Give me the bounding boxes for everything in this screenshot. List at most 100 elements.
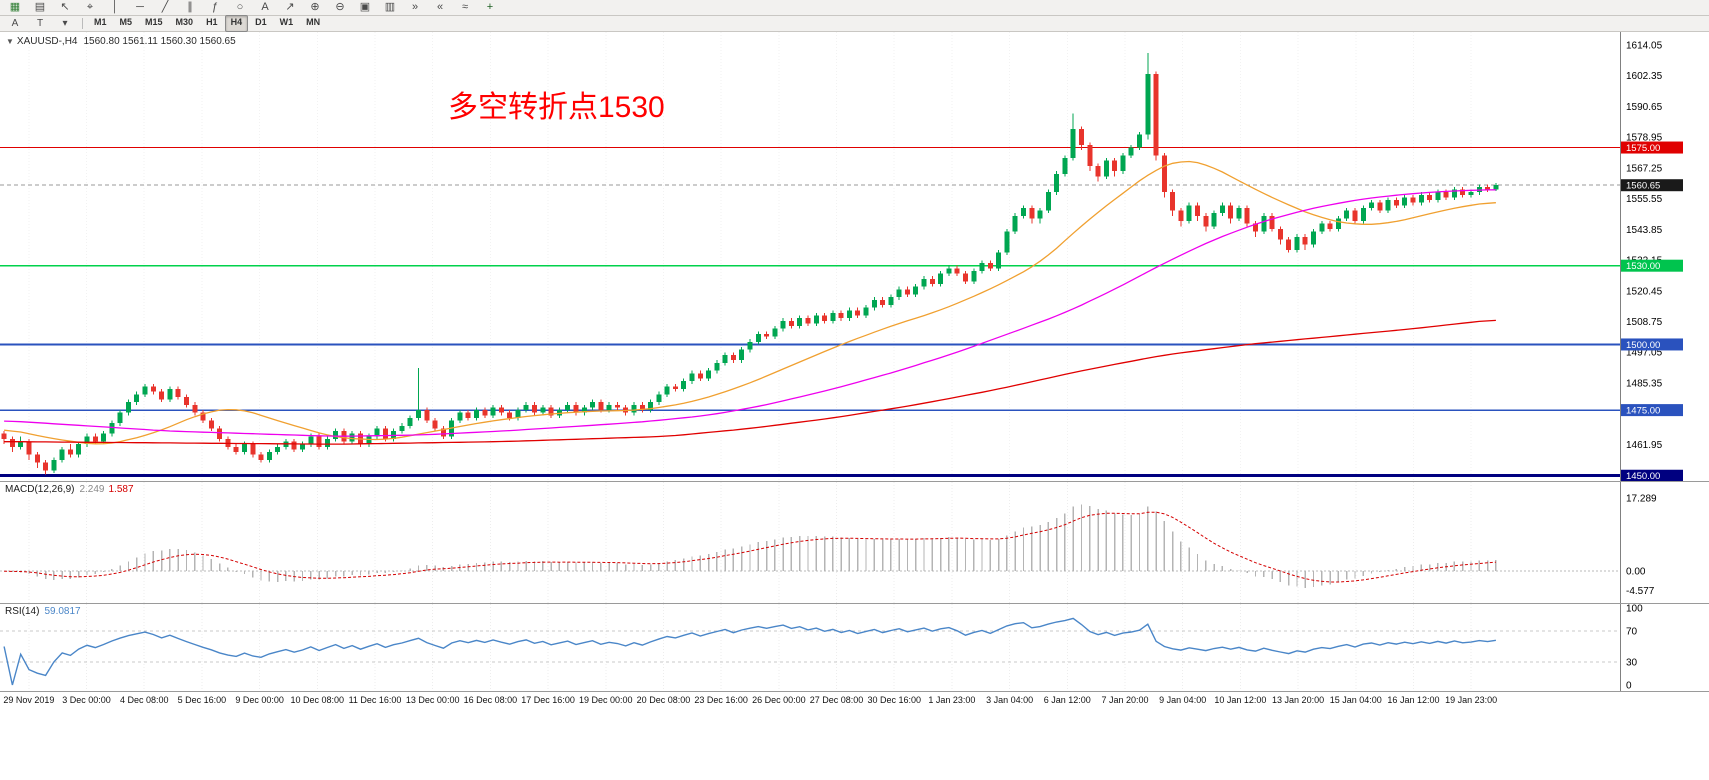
- time-label: 15 Jan 04:00: [1329, 695, 1382, 705]
- zoom-in-icon[interactable]: ⊕: [310, 1, 320, 13]
- zoom-out-icon[interactable]: ⊖: [335, 1, 345, 13]
- toolbar-separator: [82, 18, 83, 29]
- price-badge: [1621, 141, 1683, 154]
- timeframe-h1-button[interactable]: H1: [206, 17, 218, 27]
- price-panel: 1614.05 1602.35 1590.65 1578.95 1567.25 1555.…: [0, 32, 1709, 482]
- rsi-axis-label: 100: [1626, 604, 1643, 615]
- shapes-dropdown[interactable]: ▾: [62, 17, 68, 29]
- tile-windows-icon[interactable]: ▣: [359, 1, 371, 13]
- rsi-gridlines: [28, 604, 1472, 691]
- channel-icon[interactable]: ∥: [187, 1, 193, 13]
- time-label: 3 Dec 00:00: [62, 695, 111, 705]
- time-label: 10 Dec 08:00: [290, 695, 345, 705]
- price-badge-text: 1450.00: [1626, 471, 1660, 481]
- price-axis-label: 1497.05: [1626, 348, 1663, 359]
- rsi-line: [3, 617, 1497, 686]
- rsi-panel: 100 70 30 0 RSI(14) 59.0817: [0, 604, 1709, 692]
- shapes-icon[interactable]: ○: [236, 1, 244, 13]
- time-label: 13 Dec 00:00: [405, 695, 460, 705]
- ma-fast-orange: [4, 160, 1496, 445]
- timeframe-h4-button[interactable]: H4: [224, 15, 249, 32]
- time-label: 17 Dec 16:00: [521, 695, 575, 705]
- indicators-icon[interactable]: ≈: [461, 1, 469, 13]
- profiles-icon[interactable]: ▤: [34, 1, 46, 13]
- ma-slow-red: [4, 319, 1496, 445]
- time-label: 11 Dec 16:00: [348, 695, 402, 705]
- price-chart[interactable]: 1614.05 1602.35 1590.65 1578.95 1567.25 1555.…: [0, 32, 1709, 481]
- candles-layer: [1, 53, 1499, 475]
- time-label: 6 Jan 12:00: [1043, 695, 1091, 705]
- macd-axis-label: -4.577: [1626, 586, 1655, 597]
- price-axis-label: 1461.95: [1626, 440, 1663, 451]
- timeframe-w1-button[interactable]: W1: [279, 17, 294, 27]
- timeframe-m30-button[interactable]: M30: [175, 17, 194, 27]
- vertical-line-icon[interactable]: │: [111, 1, 119, 13]
- macd-histogram: [11, 504, 1497, 588]
- chart-area: 1614.05 1602.35 1590.65 1578.95 1567.25 1555.…: [0, 32, 1709, 780]
- time-label: 7 Jan 20:00: [1101, 695, 1149, 705]
- price-badge: [1621, 179, 1683, 192]
- rsi-chart[interactable]: 100 70 30 0: [0, 604, 1709, 691]
- timeframe-m1-button[interactable]: M1: [94, 17, 107, 27]
- time-label: 30 Dec 16:00: [867, 695, 921, 705]
- price-axis-label: 1508.75: [1626, 317, 1663, 328]
- time-label: 23 Dec 16:00: [694, 695, 748, 705]
- horizontal-line-icon[interactable]: ─: [136, 1, 144, 13]
- arrow-marker-icon[interactable]: ↗: [285, 1, 295, 13]
- time-label: 10 Jan 12:00: [1214, 695, 1267, 705]
- price-badge: [1621, 259, 1683, 272]
- time-label: 29 Nov 2019: [3, 695, 55, 705]
- time-label: 5 Dec 16:00: [177, 695, 227, 705]
- time-label: 4 Dec 08:00: [119, 695, 169, 705]
- price-axis-label: 1543.85: [1626, 225, 1663, 236]
- timeframe-d1-button[interactable]: D1: [255, 17, 267, 27]
- price-badge: [1621, 404, 1683, 417]
- price-axis-label: 1555.55: [1626, 194, 1663, 205]
- new-chart-icon[interactable]: ▦: [9, 1, 21, 13]
- macd-axis-label: 17.289: [1626, 493, 1657, 504]
- timeframe-mn-button[interactable]: MN: [306, 17, 321, 27]
- time-label: 19 Jan 23:00: [1445, 695, 1498, 705]
- price-axis-label: 1614.05: [1626, 40, 1663, 51]
- time-label: 1 Jan 23:00: [928, 695, 976, 705]
- time-label: 20 Dec 08:00: [636, 695, 691, 705]
- macd-axis-label: 0.00: [1626, 567, 1646, 578]
- bottom-spacer: [0, 712, 1709, 780]
- crosshair-icon[interactable]: ⌖: [86, 1, 94, 13]
- macd-chart[interactable]: 17.289 0.00 -4.577: [0, 482, 1709, 603]
- timeframe-m5-button[interactable]: M5: [119, 17, 133, 27]
- macd-signal-line: [4, 511, 1496, 583]
- time-label: 13 Jan 20:00: [1272, 695, 1325, 705]
- rsi-axis-label: 30: [1626, 657, 1638, 668]
- auto-scroll-icon[interactable]: »: [411, 1, 419, 13]
- price-badge-text: 1500.00: [1626, 340, 1660, 351]
- time-label: 9 Dec 00:00: [235, 695, 284, 705]
- main-gridlines: [28, 32, 1472, 481]
- a-tool-button[interactable]: A: [11, 17, 19, 29]
- price-badge-text: 1530.00: [1626, 261, 1660, 272]
- price-axis-label: 1520.45: [1626, 286, 1663, 297]
- time-label: 26 Dec 00:00: [752, 695, 806, 705]
- time-axis: 29 Nov 2019 3 Dec 00:00 4 Dec 08:00 5 Dec 1…: [0, 692, 1709, 712]
- price-axis-label: 1567.25: [1626, 163, 1663, 174]
- ma-mid-magenta: [4, 189, 1496, 437]
- chart-shift-icon[interactable]: «: [436, 1, 444, 13]
- price-badge: [1621, 338, 1683, 351]
- time-label: 3 Jan 04:00: [986, 695, 1034, 705]
- toolbar-timeframes: A T ▾ M1 M5 M15 M30 H1 H4 D1 W1 MN: [0, 15, 1709, 32]
- macd-panel: 17.289 0.00 -4.577 MACD(12,26,9) 2.249 1.587: [0, 482, 1709, 604]
- price-axis-label: 1485.35: [1626, 378, 1663, 389]
- t-tool-button[interactable]: T: [36, 17, 44, 29]
- cursor-icon[interactable]: ↖: [60, 1, 70, 13]
- time-label: 16 Dec 08:00: [463, 695, 518, 705]
- new-order-icon[interactable]: +: [486, 1, 494, 13]
- timeframe-m15-button[interactable]: M15: [145, 17, 163, 27]
- trendline-icon[interactable]: ╱: [161, 1, 169, 13]
- time-label: 9 Jan 04:00: [1159, 695, 1207, 705]
- rsi-axis-label: 70: [1626, 627, 1638, 638]
- cascade-windows-icon[interactable]: ▥: [384, 1, 396, 13]
- rsi-axis-label: 0: [1626, 681, 1632, 692]
- fibonacci-icon[interactable]: ƒ: [211, 1, 219, 13]
- text-label-icon[interactable]: A: [261, 1, 269, 13]
